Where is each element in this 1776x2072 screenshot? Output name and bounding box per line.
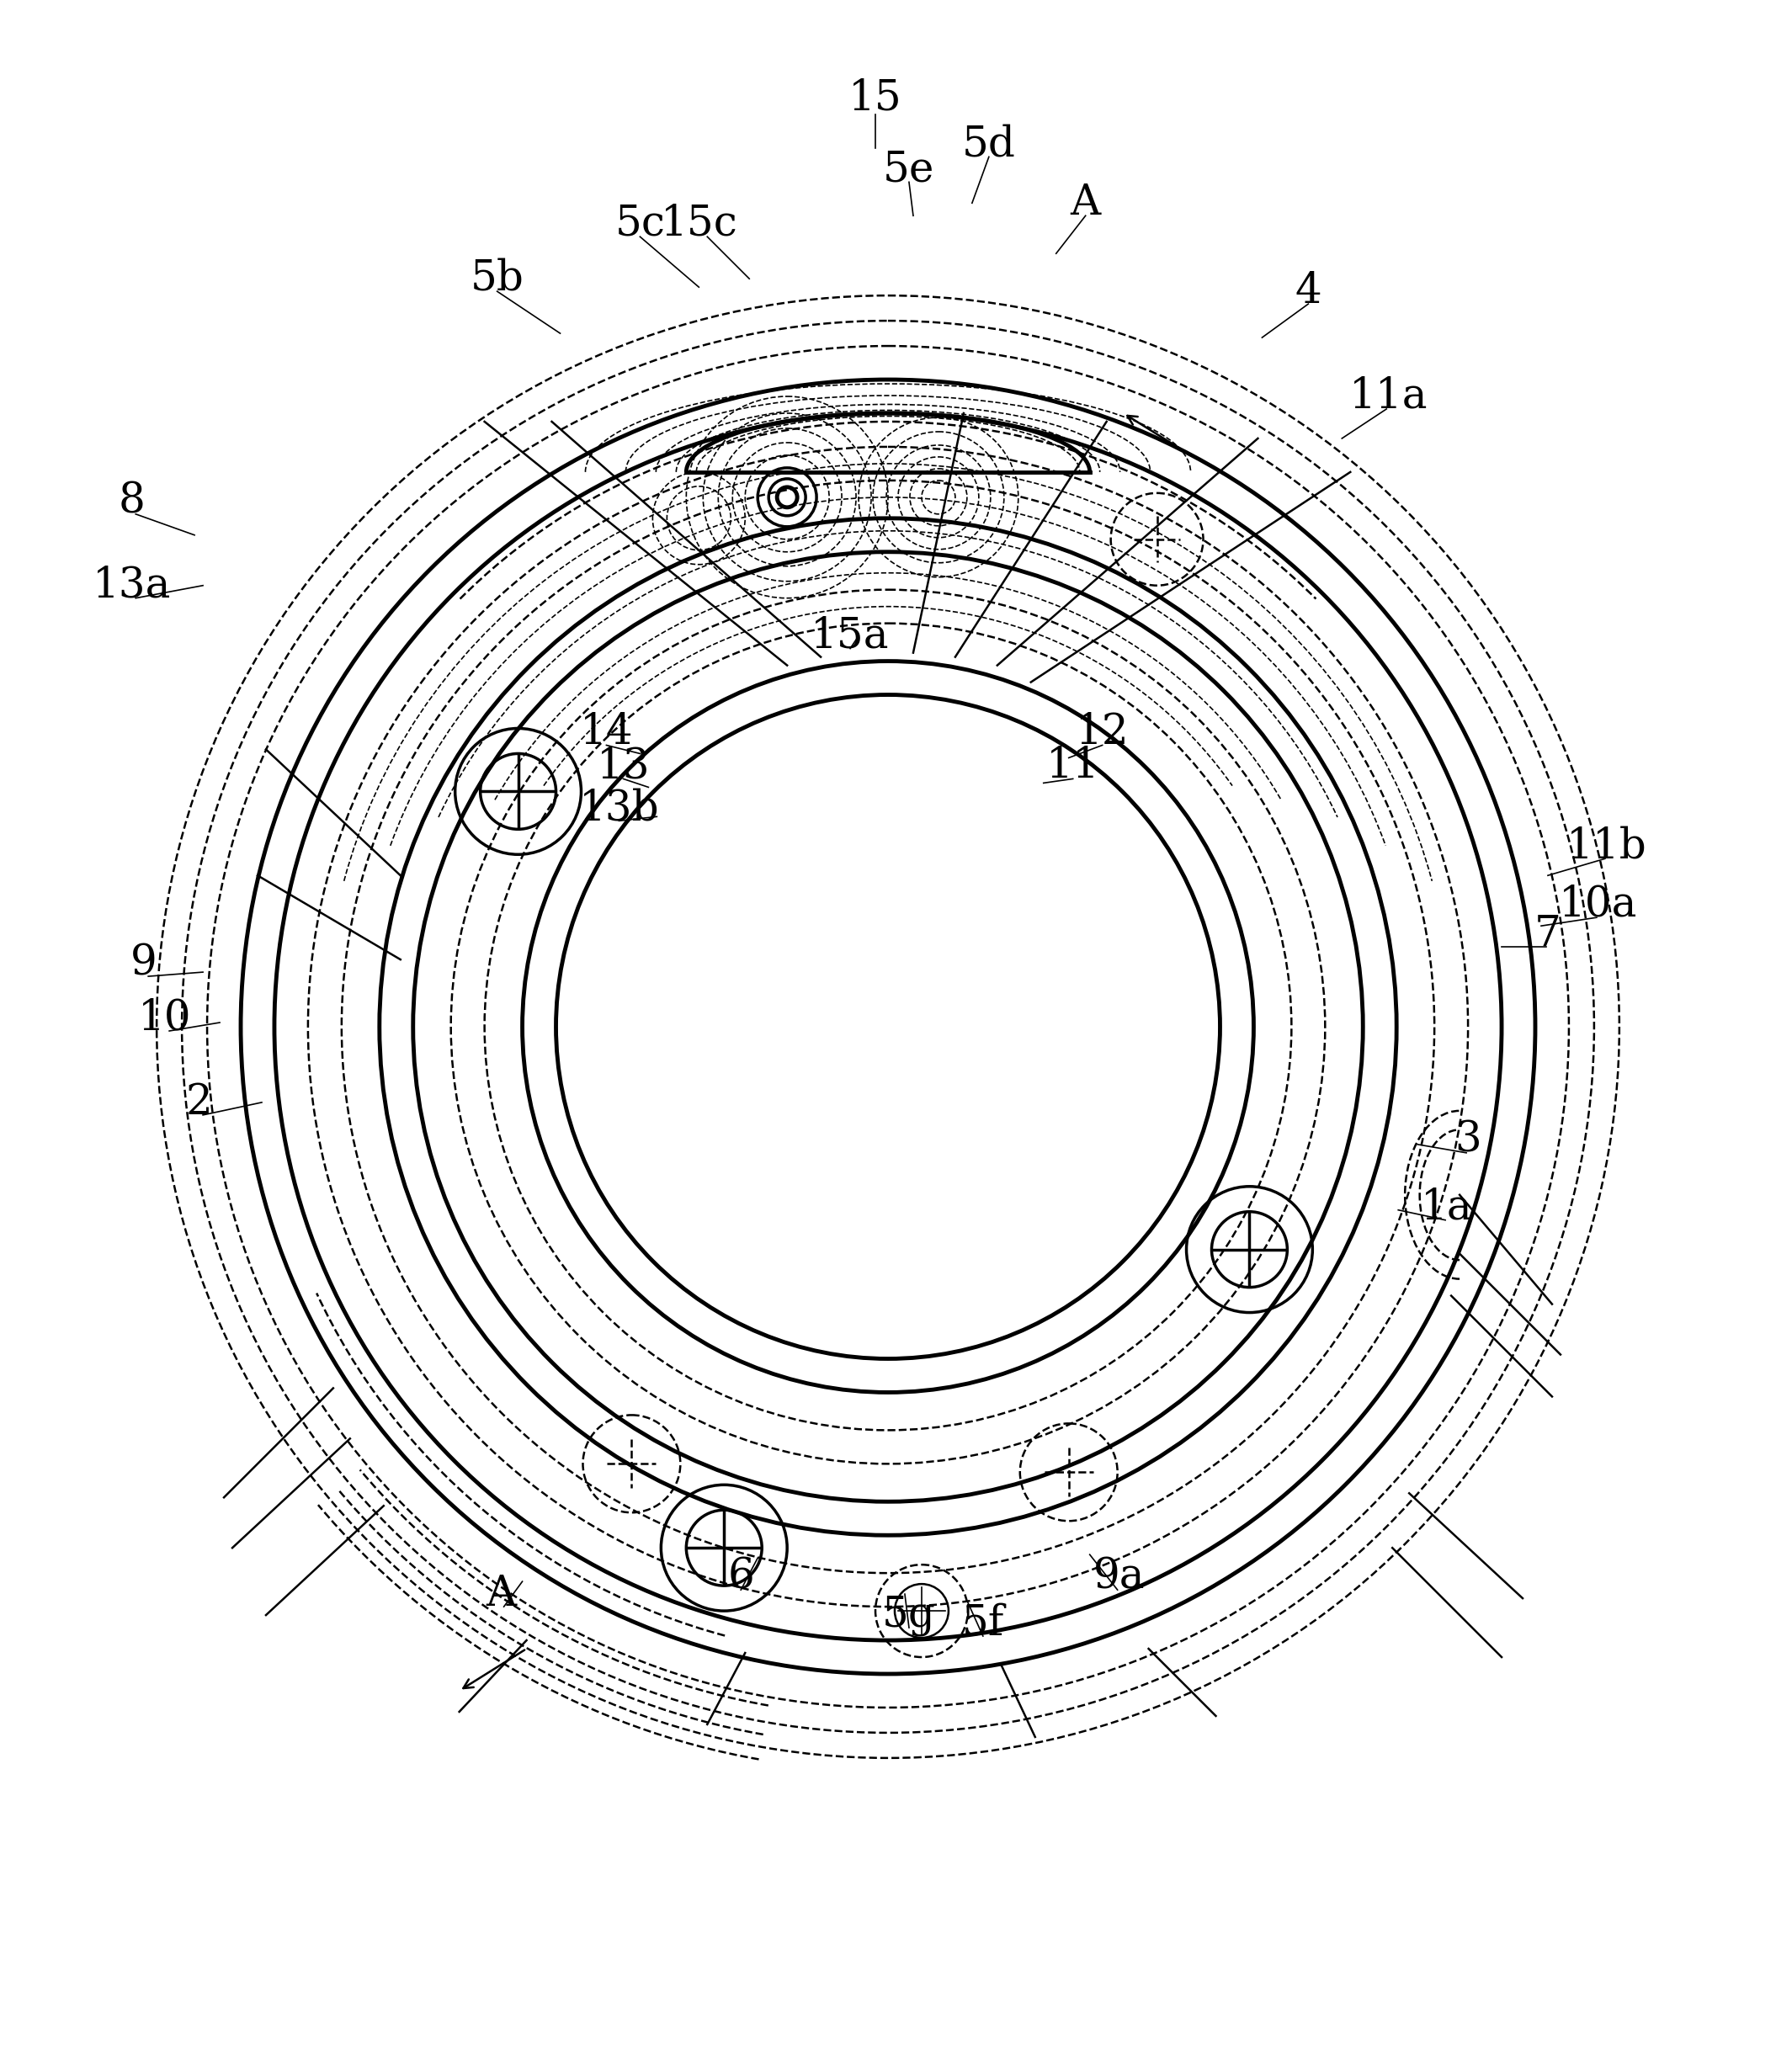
Text: 9: 9 xyxy=(131,943,158,984)
Text: 5b: 5b xyxy=(471,257,524,300)
Text: 5e: 5e xyxy=(883,149,934,191)
Text: A: A xyxy=(1071,182,1101,224)
Text: 15c: 15c xyxy=(661,203,737,244)
Text: 2: 2 xyxy=(185,1082,211,1123)
Text: 11: 11 xyxy=(1046,746,1099,787)
Text: 11b: 11b xyxy=(1566,825,1646,866)
Text: 12: 12 xyxy=(1076,713,1130,754)
Text: 8: 8 xyxy=(117,481,146,522)
Text: 9a: 9a xyxy=(1094,1556,1146,1598)
Text: 11a: 11a xyxy=(1348,375,1428,416)
Text: 10: 10 xyxy=(139,997,192,1040)
Text: 3: 3 xyxy=(1455,1119,1481,1160)
Text: 7: 7 xyxy=(1534,914,1561,955)
Text: 13b: 13b xyxy=(579,787,659,829)
Text: 13a: 13a xyxy=(92,566,170,607)
Text: 6: 6 xyxy=(728,1556,755,1598)
Text: 5f: 5f xyxy=(963,1602,1003,1645)
Text: 1a: 1a xyxy=(1421,1187,1472,1229)
Text: 13: 13 xyxy=(597,746,650,787)
Text: 4: 4 xyxy=(1295,271,1321,313)
Text: 15: 15 xyxy=(849,77,902,118)
Text: 5g: 5g xyxy=(883,1593,936,1637)
Text: 10a: 10a xyxy=(1559,885,1637,926)
Text: 14: 14 xyxy=(579,713,634,754)
Text: 5c: 5c xyxy=(614,203,666,244)
Text: A: A xyxy=(487,1573,517,1614)
Text: 5d: 5d xyxy=(963,124,1016,166)
Text: 15a: 15a xyxy=(812,615,890,657)
